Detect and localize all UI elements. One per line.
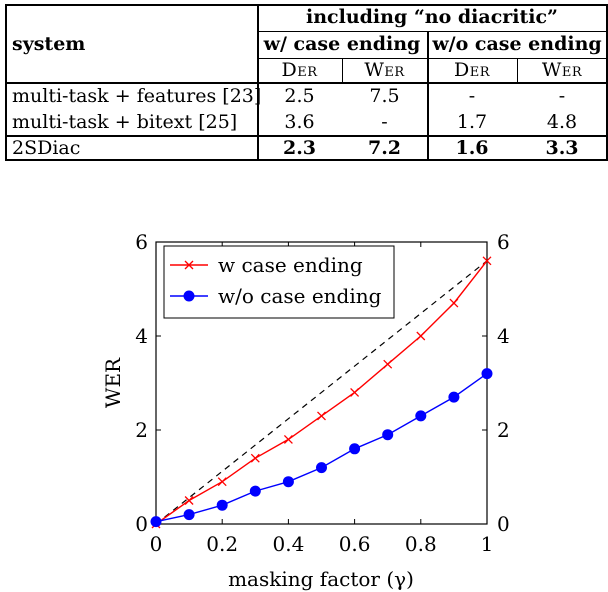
system-col-divider	[257, 4, 259, 161]
table-left-border	[5, 4, 7, 161]
data-point	[183, 509, 195, 521]
group-header: including “no diacritic”	[306, 6, 558, 28]
final-row-cell: 7.2	[367, 136, 402, 159]
data-point	[382, 429, 394, 441]
y-tick-label-left: 2	[135, 418, 148, 442]
legend-marker	[184, 260, 194, 270]
subheader-without-case: w/o case ending	[432, 33, 602, 55]
table-right-border	[606, 4, 608, 161]
x-tick-label: 0.2	[206, 532, 238, 556]
x-tick-label: 0.6	[339, 532, 371, 556]
x-axis-label: masking factor (γ)	[228, 567, 414, 591]
final-row-cell: 3.3	[545, 136, 579, 159]
data-point	[184, 496, 194, 505]
legend-label: w/o case ending	[218, 284, 382, 308]
metric-divider-2	[517, 58, 519, 82]
series-line-2	[155, 373, 488, 523]
data-point	[283, 434, 293, 444]
x-tick-label: 0.4	[272, 532, 304, 556]
metric-divider-1	[342, 58, 344, 82]
data-point	[150, 516, 162, 528]
data-point	[250, 453, 260, 463]
table-bottom-rule	[5, 159, 608, 161]
table-cell: 3.6	[284, 110, 315, 133]
results-table: including “no diacritic” system w/ case …	[5, 4, 608, 161]
table-cell: 1.7	[456, 110, 488, 133]
data-point	[249, 485, 261, 497]
table-cell: -	[381, 110, 388, 133]
table-cell: 4.8	[546, 110, 578, 133]
header-bottom-rule	[5, 82, 608, 84]
final-row-rule	[5, 135, 608, 137]
legend-label: w case ending	[218, 253, 363, 277]
y-tick-label-left: 6	[135, 230, 148, 254]
x-tick-label: 0.8	[405, 532, 437, 556]
y-tick-label-left: 4	[135, 324, 148, 348]
data-point	[449, 298, 459, 308]
subheader-with-case: w/ case ending	[263, 33, 421, 55]
y-tick-label-right: 6	[497, 230, 510, 254]
final-row-cell: 1.6	[455, 136, 489, 159]
system-header: system	[12, 33, 86, 55]
data-point	[217, 477, 227, 487]
data-point	[216, 499, 228, 511]
legend-marker	[183, 290, 195, 302]
data-point	[350, 387, 360, 397]
data-point	[416, 331, 426, 341]
data-point	[415, 410, 427, 422]
final-row-cell: 2.3	[282, 136, 317, 159]
chart-legend: w case ending w/o case ending	[163, 245, 395, 319]
metric-header-der-2: Der	[453, 58, 490, 81]
group-rule	[257, 31, 608, 33]
y-tick-label-left: 0	[135, 512, 148, 536]
subheader-rule	[257, 58, 608, 60]
data-point	[448, 391, 460, 403]
final-row-system: 2SDiac	[12, 136, 81, 159]
metric-header-wer-2: Wer	[541, 58, 583, 81]
group-col-divider	[427, 31, 429, 161]
data-point	[317, 411, 326, 421]
table-cell: 2.5	[284, 84, 315, 107]
data-point	[482, 256, 492, 266]
data-point	[282, 476, 294, 488]
y-tick-label-right: 2	[497, 418, 510, 442]
reference-dashed-line	[155, 260, 488, 525]
metric-header-der-1: Der	[281, 58, 318, 81]
x-tick-label: 1	[481, 532, 494, 556]
plot-frame	[155, 241, 488, 525]
table-top-rule	[5, 4, 608, 6]
y-tick-label-right: 4	[497, 324, 510, 348]
y-axis-label: WER	[101, 357, 125, 408]
data-point	[316, 462, 327, 474]
table-row-system: multi-task + bitext [25]	[12, 110, 238, 133]
table-row-system: multi-task + features [23]	[12, 84, 262, 107]
table-cell: -	[558, 84, 566, 107]
data-point	[481, 368, 493, 380]
data-point	[349, 443, 361, 455]
metric-header-wer-1: Wer	[364, 58, 405, 81]
y-tick-label-right: 0	[497, 512, 510, 536]
data-point	[383, 359, 393, 369]
table-cell: -	[468, 84, 476, 107]
x-tick-label: 0	[150, 532, 163, 556]
table-cell: 7.5	[369, 84, 400, 107]
